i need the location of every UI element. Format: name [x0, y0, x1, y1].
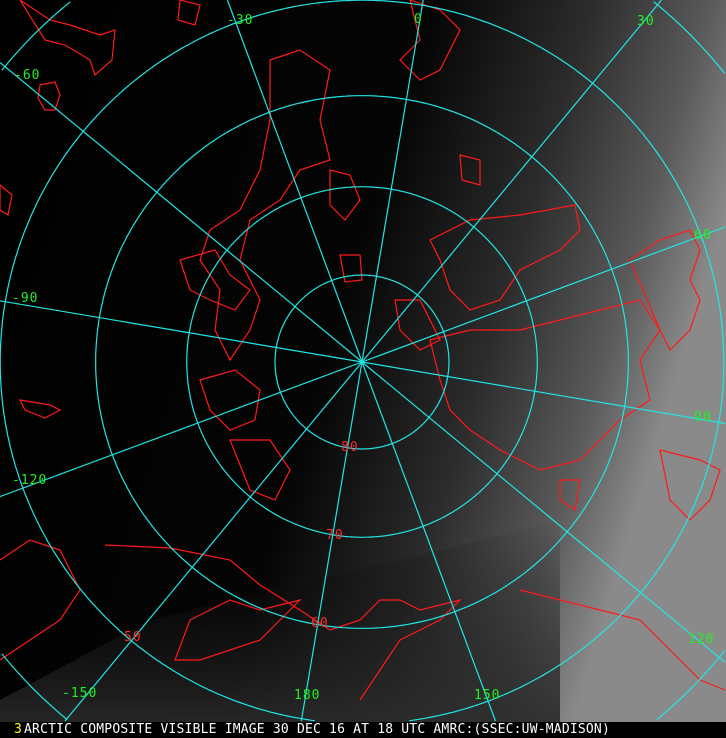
longitude-label-60: 60 [694, 228, 712, 243]
meridian--120 [0, 361, 363, 498]
meridian--150 [64, 361, 363, 722]
coastline-baffin [0, 184, 62, 419]
coastline-iceland [37, 81, 61, 111]
map-canvas [0, 0, 726, 722]
coastline-greenland [199, 49, 331, 362]
meridian-150 [361, 361, 497, 722]
longitude-label-minus120: -120 [12, 473, 48, 488]
longitude-label-minus90: -90 [12, 291, 39, 306]
longitude-label-minus30: -30 [227, 13, 254, 28]
longitude-label-90: 90 [694, 410, 712, 425]
longitude-label-minus60: -60 [14, 68, 41, 83]
coastline-kamchatka [519, 589, 726, 691]
longitude-label-30: 30 [637, 14, 655, 29]
coastline-canadian-archipelago [179, 249, 291, 501]
coastline-russia-east [559, 449, 721, 521]
latitude-label-70: 70 [326, 528, 344, 543]
coastline-svalbard [399, 0, 461, 81]
cloud-region [0, 520, 560, 722]
longitude-label-120: 120 [688, 632, 715, 647]
longitude-label-150: 150 [474, 688, 501, 703]
latitude-circle-40 [1, 1, 726, 721]
coastlines [0, 0, 726, 701]
latitude-label-60: 60 [311, 616, 329, 631]
image-caption-bar: 3 ARCTIC COMPOSITE VISIBLE IMAGE 30 DEC 1… [0, 722, 726, 738]
meridian-180 [300, 361, 363, 722]
latitude-label-50: 50 [124, 630, 142, 645]
meridian--90 [0, 300, 363, 363]
latitude-circle-80 [274, 274, 450, 450]
meridian-120 [361, 361, 726, 663]
coastline-franz-josef [394, 299, 441, 351]
graticule [0, 0, 726, 722]
coastline-greenland-north [177, 0, 481, 186]
longitude-label-minus150: -150 [62, 686, 98, 701]
coastline-scandinavia [19, 0, 116, 77]
latitude-circle-50 [0, 0, 725, 722]
meridian-90 [361, 361, 726, 424]
latitude-label-80: 80 [341, 440, 359, 455]
longitude-label-180: 180 [294, 688, 321, 703]
coastline-siberia [429, 299, 661, 471]
meridian-0 [361, 0, 424, 363]
caption-text: ARCTIC COMPOSITE VISIBLE IMAGE 30 DEC 16… [24, 722, 610, 737]
meridian-30 [361, 0, 662, 363]
coastline-alaska-south [174, 598, 302, 661]
coastline-east-siberia [629, 229, 701, 352]
meridian--30 [226, 0, 363, 363]
frame-number: 3 [14, 722, 23, 737]
meridian-60 [361, 226, 726, 363]
latitude-circle-70 [186, 186, 538, 538]
coastline-ellesmere [329, 169, 363, 283]
coastline-novaya-zemlya [429, 204, 581, 311]
latitude-circle-60 [95, 95, 629, 629]
meridian--60 [0, 62, 363, 363]
coastline-alaska [104, 544, 462, 701]
longitude-label-0: 0 [414, 12, 423, 27]
coastline-hudson-bay [0, 539, 81, 661]
